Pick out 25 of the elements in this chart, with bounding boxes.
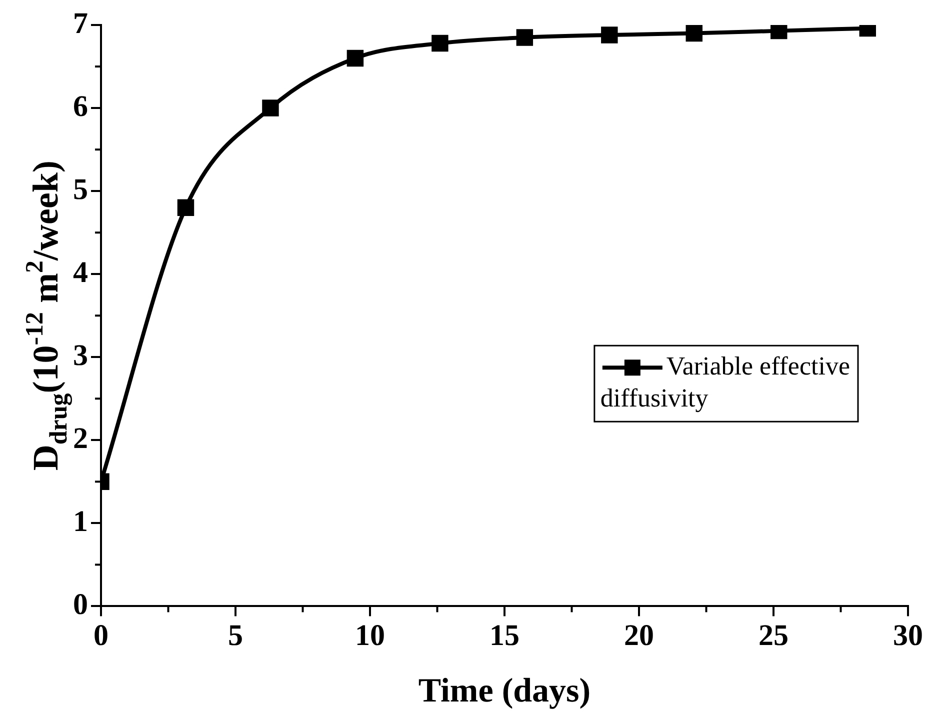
- y-tick-label: 4: [73, 256, 88, 289]
- point: [516, 29, 534, 46]
- x-tick-label: 10: [355, 618, 385, 652]
- point: [346, 50, 364, 67]
- point: [686, 25, 703, 42]
- point: [601, 26, 618, 44]
- y-tick-label: 6: [73, 90, 88, 123]
- point: [177, 199, 194, 216]
- y-tick-label: 1: [73, 504, 88, 538]
- y-tick-label: 0: [73, 588, 88, 621]
- point: [432, 34, 448, 52]
- x-tick-label: 30: [893, 618, 923, 652]
- legend-label: Variable effective diffusivity: [600, 351, 850, 412]
- point: [262, 100, 279, 116]
- x-tick-label: 25: [758, 618, 788, 652]
- x-tick-label: 20: [624, 618, 654, 652]
- y-tick-label: 2: [73, 422, 88, 455]
- x-tick-label: 5: [228, 618, 243, 652]
- x-tick-label: 15: [490, 618, 520, 652]
- y-tick-label: 5: [73, 172, 88, 206]
- x-tick-label: 0: [94, 618, 108, 652]
- y-tick-label: 3: [73, 338, 88, 372]
- x-axis-title: Time (days): [418, 672, 591, 710]
- y-tick-label: 7: [73, 6, 88, 40]
- y-axis-title: Ddrug(10-12 m2/week): [21, 160, 72, 471]
